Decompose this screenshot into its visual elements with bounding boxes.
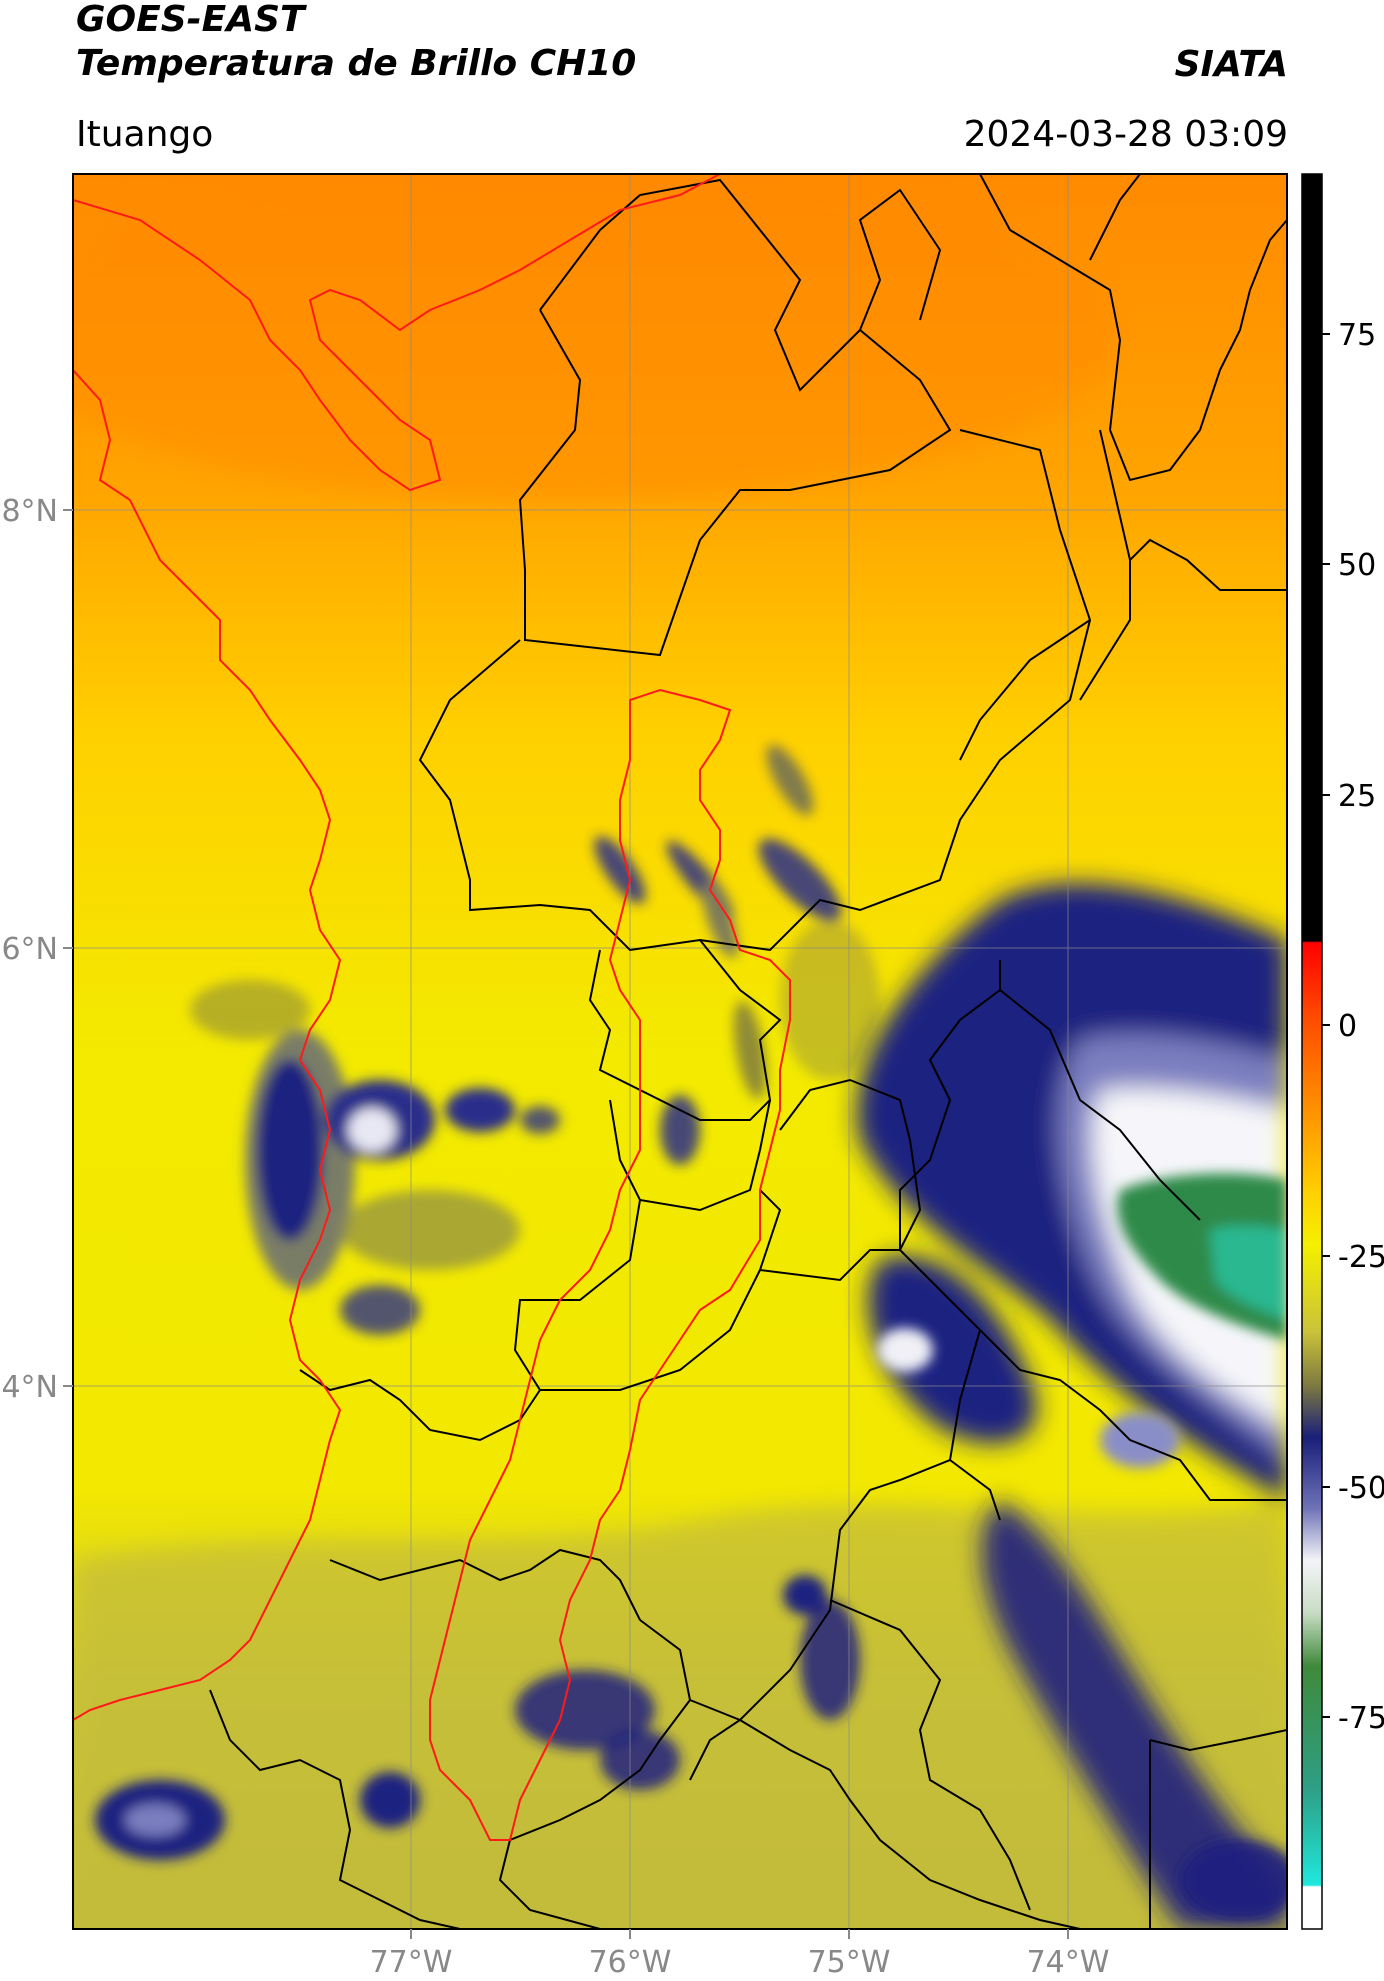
title-satellite: GOES-EAST [76,0,305,40]
lat-axis: 8°N 6°N 4°N [1,494,73,1405]
coastline-and-basin [73,174,791,1841]
title-product: Temperatura de Brillo CH10 [76,43,637,84]
region-label: Ituango [76,114,214,155]
department-borders [209,174,1287,1929]
lat-tick-8n: 8°N [1,494,58,529]
lon-tick-75w: 75°W [808,1945,891,1980]
datetime-label: 2024-03-28 03:09 [963,114,1288,155]
colorbar-tick-25: 25 [1338,779,1376,814]
colorbar: 75 50 25 0 -25 -50 -75 [1301,173,1384,1930]
colorbar-ramp [1301,173,1323,1930]
brand-label: SIATA [1174,44,1288,85]
lon-tick-77w: 77°W [370,1945,453,1980]
lat-tick-6n: 6°N [1,932,58,967]
graticule [73,174,1287,1929]
lon-tick-76w: 76°W [589,1945,672,1980]
lat-tick-4n: 4°N [1,1370,58,1405]
colorbar-tick-0: 0 [1338,1009,1357,1044]
colorbar-tick-minus50: -50 [1338,1471,1384,1506]
lon-axis: 77°W 76°W 75°W 74°W [370,1929,1110,1980]
lon-tick-74w: 74°W [1027,1945,1110,1980]
colorbar-tick-50: 50 [1338,548,1376,583]
colorbar-tick-minus25: -25 [1338,1240,1384,1275]
brightness-temperature-field [73,174,1287,1929]
map-frame [72,173,1288,1930]
colorbar-tick-minus75: -75 [1338,1701,1384,1736]
colorbar-tick-75: 75 [1338,318,1376,353]
